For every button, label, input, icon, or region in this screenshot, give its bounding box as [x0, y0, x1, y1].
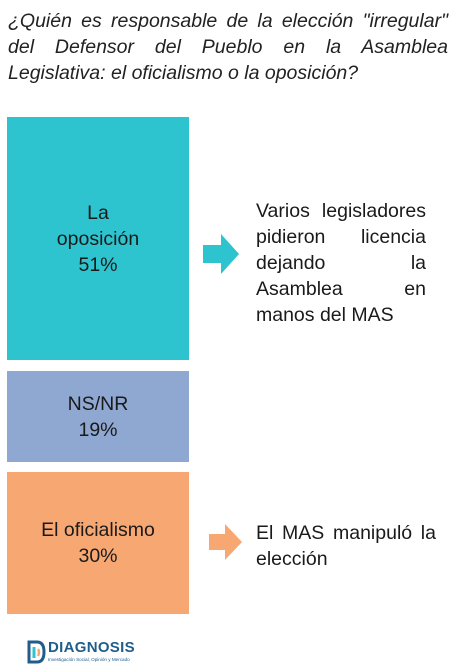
- bar-label-line: oposición: [56, 227, 140, 250]
- bar-ns-nr: NS/NR 19%: [7, 371, 189, 462]
- survey-question: ¿Quién es responsable de la elección "ir…: [8, 10, 448, 84]
- annotation-oposicion: Varios legisladores pidieron licencia de…: [256, 200, 426, 326]
- brand-tagline: Investigación Social, Opinión y Mercado: [48, 657, 130, 662]
- bar-label-line: La: [87, 201, 109, 224]
- arrow-right-icon: [203, 234, 239, 274]
- diagnosis-logo: DIAGNOSIS Investigación Social, Opinión …: [26, 638, 146, 668]
- bar-value-label: 30%: [78, 545, 118, 567]
- annotation-oficialismo: El MAS manipuló la elección: [256, 522, 436, 570]
- bar-value-label: 19%: [78, 418, 118, 441]
- bar-value-label: 51%: [78, 253, 118, 276]
- brand-name: DIAGNOSIS: [48, 639, 135, 656]
- arrow-right-icon: [209, 524, 242, 560]
- bar-la-oposicion: La oposición 51%: [7, 117, 189, 360]
- bar-label-line: El oficialismo: [41, 519, 155, 541]
- logo-mark-icon: [27, 640, 46, 664]
- bar-el-oficialismo: El oficialismo 30%: [7, 472, 189, 614]
- bar-label-line: NS/NR: [67, 392, 129, 415]
